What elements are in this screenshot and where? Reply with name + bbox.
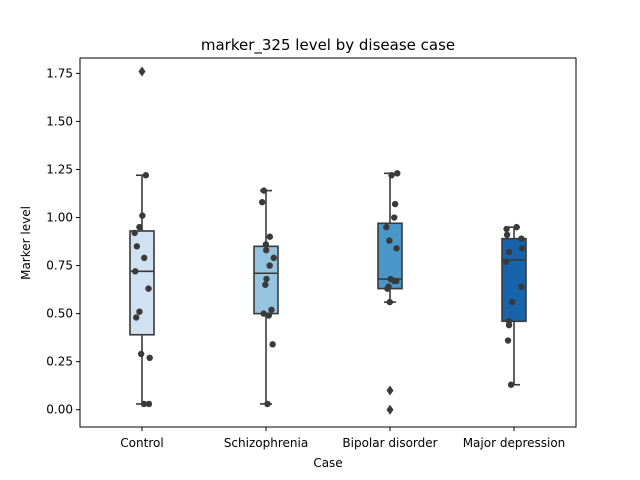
data-point	[508, 298, 516, 306]
data-point	[518, 235, 525, 242]
data-point	[269, 341, 276, 348]
data-point	[513, 223, 520, 231]
data-point	[391, 214, 398, 221]
y-tick-label: 0.25	[46, 355, 73, 369]
outlier-marker	[386, 385, 394, 396]
outlier-marker	[138, 66, 146, 77]
data-point	[266, 233, 274, 240]
data-point	[141, 254, 148, 262]
axes: 0.00 0.25 0.50 0.75 1.00 1.25 1.50 1.75 Control S…	[46, 57, 577, 450]
data-point	[131, 229, 138, 237]
data-point	[139, 212, 146, 219]
y-tick-label: 0.00	[46, 403, 73, 417]
axes-frame	[79, 57, 577, 428]
y-tick-label: 0.75	[46, 259, 73, 273]
data-point	[137, 350, 145, 358]
y-tick-label: 0.50	[46, 307, 73, 321]
data-point	[263, 275, 270, 283]
data-point	[145, 285, 152, 292]
data-point	[264, 400, 271, 408]
data-point	[146, 354, 153, 362]
x-tick-label: Major depression	[463, 436, 566, 450]
data-point	[268, 306, 275, 313]
x-tick-label: Bipolar disorder	[342, 436, 437, 450]
data-point	[390, 277, 398, 285]
data-point	[384, 285, 391, 292]
x-axis-label: Case	[313, 456, 342, 470]
y-tick-label: 1.00	[46, 211, 73, 225]
data-point	[258, 198, 266, 206]
data-point	[503, 225, 510, 233]
data-point	[260, 187, 268, 194]
data-point	[263, 246, 270, 254]
data-point	[503, 231, 511, 239]
data-point	[136, 223, 143, 231]
data-point	[142, 172, 150, 179]
data-point	[503, 258, 510, 265]
box-group	[377, 172, 403, 415]
x-tick-label: Schizophrenia	[224, 436, 308, 450]
data-point	[270, 254, 277, 262]
data-point	[388, 172, 395, 179]
data-point	[518, 245, 526, 252]
y-tick-label: 1.75	[46, 66, 73, 80]
y-tick-label: 1.50	[46, 114, 73, 128]
x-tick-label: Control	[120, 436, 163, 450]
data-point	[394, 170, 401, 177]
box-group	[253, 189, 279, 405]
data-point	[504, 337, 512, 344]
chart-title: marker_325 level by disease case	[201, 36, 455, 55]
data-point	[507, 381, 515, 388]
data-point	[505, 248, 513, 256]
data-point	[393, 245, 400, 252]
data-point	[140, 400, 148, 408]
data-point	[391, 200, 399, 208]
data-point	[262, 241, 270, 248]
data-point	[132, 268, 139, 275]
data-point	[265, 312, 272, 319]
data-point	[133, 243, 141, 250]
data-point	[518, 283, 525, 290]
data-point	[386, 298, 393, 306]
data-point	[260, 310, 267, 317]
data-point	[136, 308, 143, 315]
outlier-marker	[386, 404, 394, 415]
data-point	[505, 321, 513, 329]
data-point	[383, 223, 390, 231]
data-point	[145, 400, 153, 408]
data-point	[266, 262, 273, 269]
data-point	[386, 237, 393, 244]
y-axis-label: Marker level	[19, 206, 33, 280]
data-point	[262, 281, 269, 288]
plot-area	[129, 66, 527, 415]
data-point	[133, 314, 140, 321]
y-tick-label: 1.25	[46, 162, 73, 176]
